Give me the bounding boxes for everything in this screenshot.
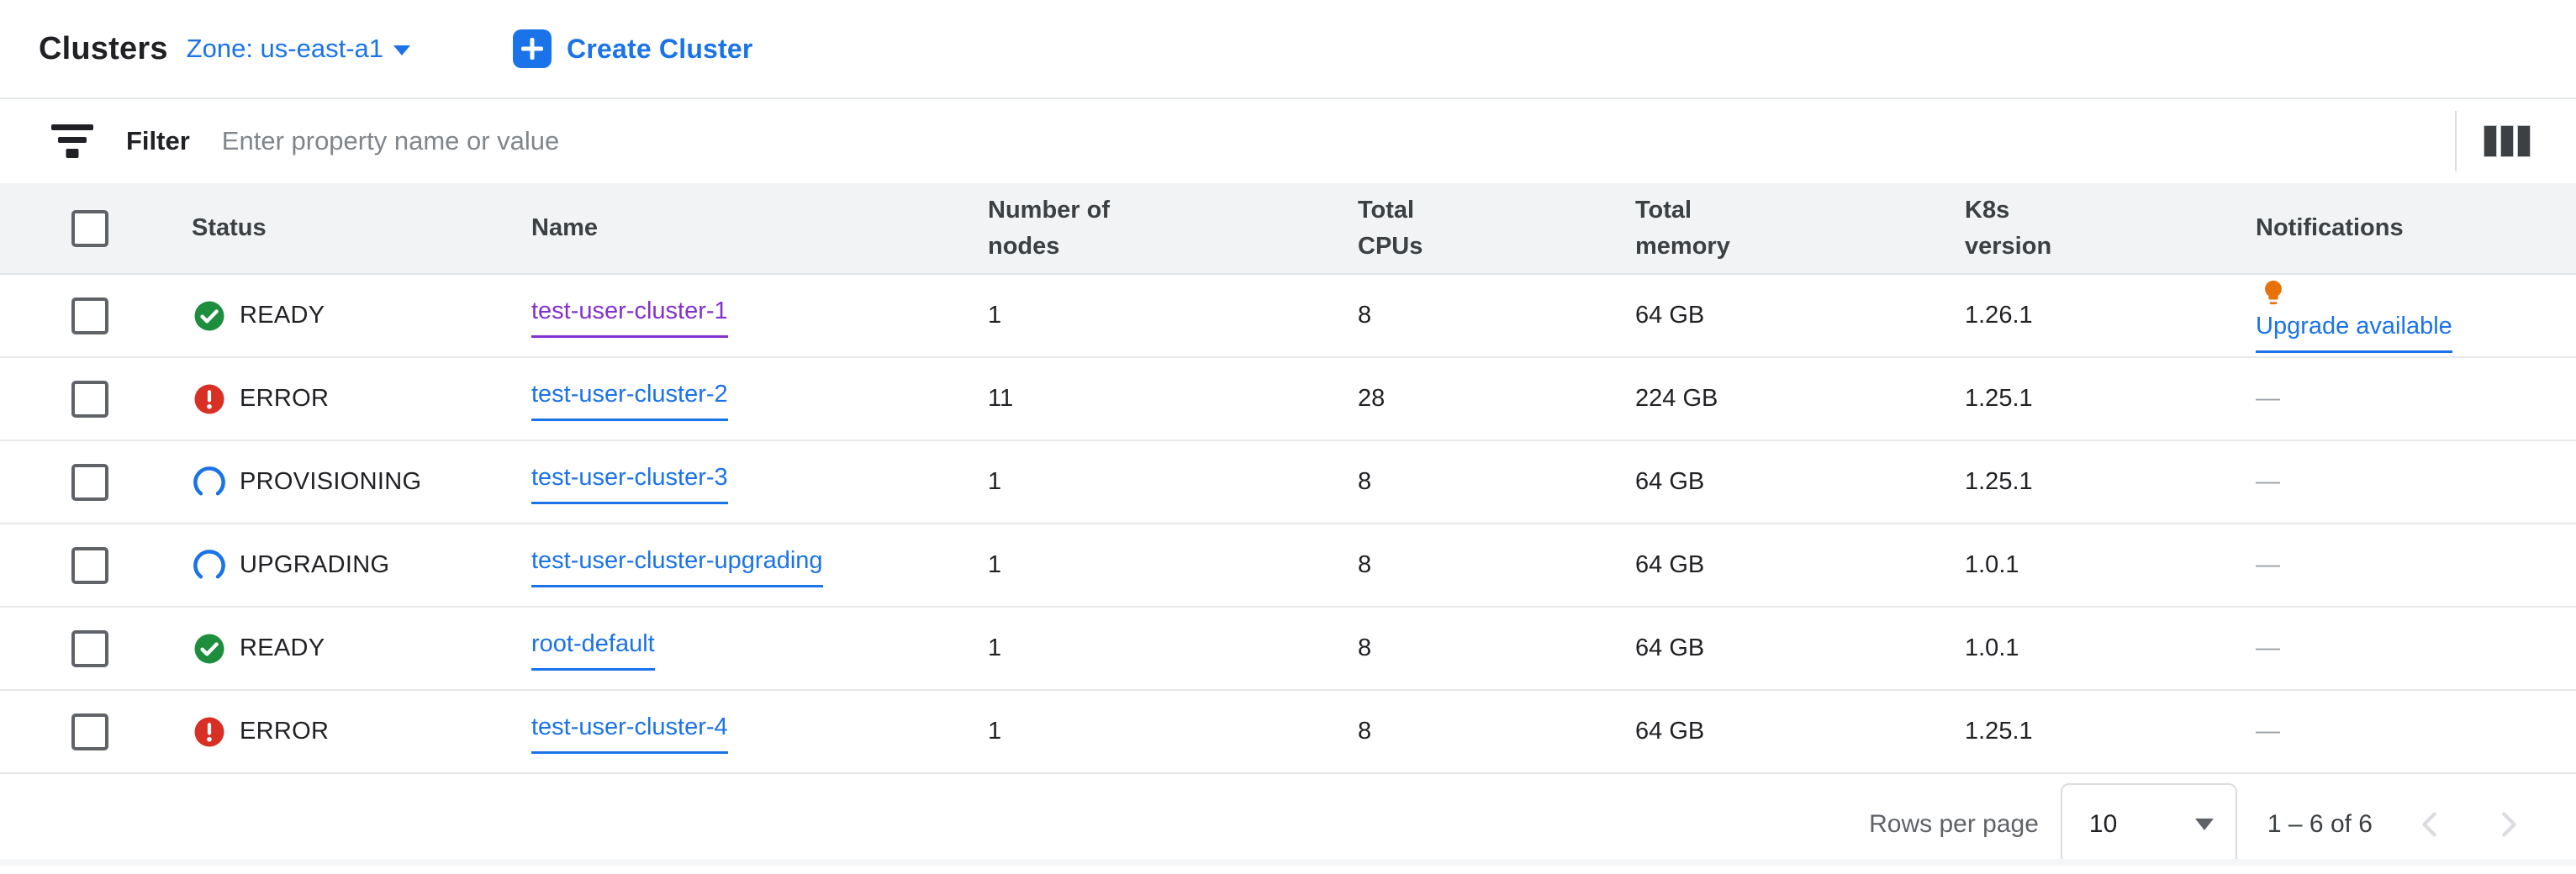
chevron-right-icon [2502, 811, 2516, 837]
plus-icon [513, 29, 552, 68]
status-error-icon [194, 384, 224, 413]
status-label: READY [240, 302, 325, 329]
rows-per-page-label: Rows per page [1869, 809, 2039, 838]
status-label: ERROR [240, 718, 330, 745]
no-notification-dash: — [2256, 468, 2280, 495]
column-header-notifications: Notifications [2256, 214, 2404, 242]
filter-bar-divider [2455, 111, 2457, 171]
column-display-options-icon[interactable] [2480, 122, 2534, 161]
version-value: 1.25.1 [1965, 385, 2033, 412]
memory-value: 64 GB [1635, 468, 1705, 495]
cpus-value: 8 [1358, 551, 1372, 578]
page-title: Clusters [39, 30, 168, 66]
column-header-name: Name [531, 214, 598, 242]
nodes-value: 1 [988, 634, 1002, 661]
title-divider [0, 97, 2576, 99]
cluster-name-link[interactable]: test-user-cluster-upgrading [531, 543, 823, 588]
table-header-row: Status Name Number of nodes Total CPUs T… [0, 183, 2576, 275]
row-checkbox[interactable] [71, 546, 108, 584]
version-value: 1.25.1 [1965, 468, 2033, 495]
status-label: PROVISIONING [240, 468, 422, 495]
next-page-button[interactable] [2489, 805, 2527, 844]
cluster-name-link[interactable]: root-default [531, 626, 655, 671]
version-value: 1.0.1 [1965, 551, 2019, 578]
zone-selector-label: Zone: us-east-a1 [186, 34, 384, 63]
column-header-version: K8s version [1965, 197, 2052, 260]
version-value: 1.26.1 [1965, 302, 2033, 329]
column-header-cpus: Total CPUs [1358, 197, 1423, 260]
create-cluster-button[interactable]: Create Cluster [513, 29, 753, 68]
nodes-value: 1 [988, 718, 1002, 745]
filter-label: Filter [126, 126, 190, 155]
column-header-nodes: Number of nodes [988, 197, 1110, 260]
table-row: ERROR test-user-cluster-2 11 28 224 GB 1… [0, 358, 2576, 441]
chevron-down-icon [2194, 818, 2214, 830]
rows-per-page-select[interactable]: 10 [2060, 782, 2237, 866]
no-notification-dash: — [2256, 634, 2280, 661]
nodes-value: 1 [988, 551, 1002, 578]
bottom-edge-strip [0, 859, 2576, 866]
table-row: READY root-default 1 8 64 GB 1.0.1 — [0, 608, 2576, 691]
memory-value: 224 GB [1635, 385, 1718, 412]
zone-selector[interactable]: Zone: us-east-a1 [186, 34, 411, 64]
cpus-value: 28 [1358, 385, 1386, 412]
cluster-name-link[interactable]: test-user-cluster-1 [531, 293, 728, 339]
status-label: UPGRADING [240, 551, 390, 578]
status-error-icon [194, 717, 224, 746]
previous-page-button[interactable] [2411, 805, 2450, 844]
status-label: READY [240, 634, 325, 661]
filter-input[interactable] [219, 125, 2431, 157]
table-row: PROVISIONING test-user-cluster-3 1 8 64 … [0, 441, 2576, 524]
cpus-value: 8 [1358, 718, 1372, 745]
version-value: 1.0.1 [1965, 634, 2019, 661]
chevron-left-icon [2422, 811, 2436, 837]
status-label: ERROR [240, 385, 330, 412]
cpus-value: 8 [1358, 468, 1372, 495]
table-row: ERROR test-user-cluster-4 1 8 64 GB 1.25… [0, 691, 2576, 774]
table-body: READY test-user-cluster-1 1 8 64 GB 1.26… [0, 275, 2576, 774]
status-ready-icon [194, 634, 224, 663]
pagination-bar: Rows per page 10 1 – 6 of 6 [0, 774, 2576, 874]
memory-value: 64 GB [1635, 634, 1705, 661]
upgrade-available-link[interactable]: Upgrade available [2256, 308, 2452, 354]
row-checkbox[interactable] [71, 713, 108, 750]
cluster-name-link[interactable]: test-user-cluster-3 [531, 460, 728, 505]
status-ready-icon [194, 301, 224, 330]
nodes-value: 1 [988, 468, 1002, 495]
create-cluster-label: Create Cluster [567, 33, 753, 64]
cluster-name-link[interactable]: test-user-cluster-4 [531, 709, 728, 755]
table-row: UPGRADING test-user-cluster-upgrading 1 … [0, 524, 2576, 608]
no-notification-dash: — [2256, 551, 2280, 578]
cpus-value: 8 [1358, 302, 1372, 329]
filter-icon [50, 124, 94, 158]
cluster-name-link[interactable]: test-user-cluster-2 [531, 376, 728, 422]
rows-per-page-value: 10 [2088, 809, 2118, 838]
row-checkbox[interactable] [71, 297, 108, 334]
select-all-checkbox[interactable] [71, 209, 108, 247]
column-header-memory: Total memory [1635, 197, 1730, 260]
nodes-value: 1 [988, 302, 1002, 329]
no-notification-dash: — [2256, 385, 2280, 412]
nodes-value: 11 [988, 385, 1014, 412]
column-header-status: Status [192, 214, 267, 242]
filter-bar: Filter [0, 99, 2576, 183]
no-notification-dash: — [2256, 718, 2280, 745]
row-checkbox[interactable] [71, 463, 108, 501]
title-bar: Clusters Zone: us-east-a1 Create Cluster [0, 0, 2576, 97]
memory-value: 64 GB [1635, 551, 1705, 578]
page-range-label: 1 – 6 of 6 [2267, 809, 2373, 838]
table-row: READY test-user-cluster-1 1 8 64 GB 1.26… [0, 275, 2576, 358]
row-checkbox[interactable] [71, 380, 108, 418]
cpus-value: 8 [1358, 634, 1372, 661]
lightbulb-icon [2265, 280, 2282, 305]
chevron-down-icon [393, 45, 411, 55]
status-in-progress-spinner-icon [193, 549, 225, 578]
row-checkbox[interactable] [71, 629, 108, 667]
version-value: 1.25.1 [1965, 718, 2033, 745]
status-in-progress-spinner-icon [193, 466, 225, 495]
memory-value: 64 GB [1635, 302, 1705, 329]
memory-value: 64 GB [1635, 718, 1705, 745]
